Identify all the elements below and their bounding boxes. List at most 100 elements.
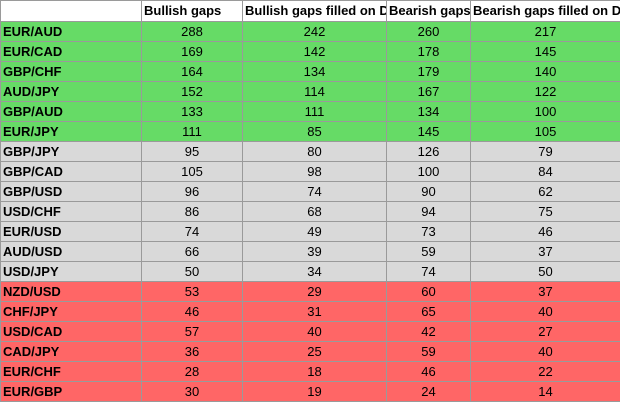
bearish-gaps-cell: 65 <box>387 302 471 322</box>
bearish-filled-cell: 84 <box>471 162 620 182</box>
bullish-filled-cell: 40 <box>243 322 387 342</box>
header-row: Bullish gaps Bullish gaps filled on D Be… <box>1 1 620 22</box>
pair-cell: GBP/CHF <box>1 62 142 82</box>
bullish-filled-cell: 98 <box>243 162 387 182</box>
bearish-gaps-cell: 74 <box>387 262 471 282</box>
pair-cell: GBP/AUD <box>1 102 142 122</box>
bullish-filled-cell: 74 <box>243 182 387 202</box>
bullish-filled-cell: 68 <box>243 202 387 222</box>
bullish-gaps-cell: 30 <box>142 382 243 402</box>
bearish-filled-cell: 105 <box>471 122 620 142</box>
bearish-gaps-cell: 94 <box>387 202 471 222</box>
bearish-gaps-cell: 100 <box>387 162 471 182</box>
pair-cell: NZD/USD <box>1 282 142 302</box>
bullish-gaps-cell: 133 <box>142 102 243 122</box>
pair-cell: USD/CAD <box>1 322 142 342</box>
bearish-filled-cell: 100 <box>471 102 620 122</box>
bearish-filled-cell: 145 <box>471 42 620 62</box>
bullish-filled-cell: 19 <box>243 382 387 402</box>
bearish-filled-cell: 217 <box>471 22 620 42</box>
bullish-filled-cell: 114 <box>243 82 387 102</box>
bullish-filled-cell: 31 <box>243 302 387 322</box>
bullish-filled-cell: 34 <box>243 262 387 282</box>
bullish-gaps-cell: 96 <box>142 182 243 202</box>
bullish-gaps-cell: 86 <box>142 202 243 222</box>
header-bearish-gaps: Bearish gaps <box>387 1 471 22</box>
bullish-filled-cell: 85 <box>243 122 387 142</box>
bullish-filled-cell: 18 <box>243 362 387 382</box>
pair-cell: EUR/CAD <box>1 42 142 62</box>
bearish-filled-cell: 140 <box>471 62 620 82</box>
bearish-gaps-cell: 167 <box>387 82 471 102</box>
bullish-gaps-cell: 111 <box>142 122 243 142</box>
bearish-filled-cell: 27 <box>471 322 620 342</box>
bullish-filled-cell: 142 <box>243 42 387 62</box>
bearish-gaps-cell: 145 <box>387 122 471 142</box>
pair-cell: GBP/USD <box>1 182 142 202</box>
bullish-gaps-cell: 288 <box>142 22 243 42</box>
bearish-gaps-cell: 59 <box>387 342 471 362</box>
bearish-filled-cell: 46 <box>471 222 620 242</box>
bullish-filled-cell: 80 <box>243 142 387 162</box>
bearish-filled-cell: 79 <box>471 142 620 162</box>
bullish-gaps-cell: 152 <box>142 82 243 102</box>
bearish-filled-cell: 40 <box>471 302 620 322</box>
pair-cell: CHF/JPY <box>1 302 142 322</box>
bullish-filled-cell: 29 <box>243 282 387 302</box>
bullish-gaps-cell: 74 <box>142 222 243 242</box>
bearish-filled-cell: 37 <box>471 242 620 262</box>
bearish-filled-cell: 50 <box>471 262 620 282</box>
bullish-gaps-cell: 50 <box>142 262 243 282</box>
bullish-filled-cell: 49 <box>243 222 387 242</box>
bullish-gaps-cell: 95 <box>142 142 243 162</box>
bearish-gaps-cell: 134 <box>387 102 471 122</box>
bearish-gaps-cell: 126 <box>387 142 471 162</box>
pair-cell: AUD/JPY <box>1 82 142 102</box>
bearish-filled-cell: 40 <box>471 342 620 362</box>
header-bearish-gaps-filled: Bearish gaps filled on D <box>471 1 620 22</box>
bullish-gaps-cell: 169 <box>142 42 243 62</box>
bullish-filled-cell: 111 <box>243 102 387 122</box>
bullish-filled-cell: 242 <box>243 22 387 42</box>
bearish-filled-cell: 37 <box>471 282 620 302</box>
pair-cell: AUD/USD <box>1 242 142 262</box>
bearish-gaps-cell: 178 <box>387 42 471 62</box>
bullish-gaps-cell: 36 <box>142 342 243 362</box>
bullish-filled-cell: 134 <box>243 62 387 82</box>
pair-cell: EUR/GBP <box>1 382 142 402</box>
bearish-filled-cell: 75 <box>471 202 620 222</box>
bearish-gaps-cell: 46 <box>387 362 471 382</box>
bullish-filled-cell: 25 <box>243 342 387 362</box>
pair-cell: USD/JPY <box>1 262 142 282</box>
pair-cell: GBP/CAD <box>1 162 142 182</box>
bearish-gaps-cell: 60 <box>387 282 471 302</box>
pair-cell: CAD/JPY <box>1 342 142 362</box>
bullish-gaps-cell: 28 <box>142 362 243 382</box>
bullish-gaps-cell: 46 <box>142 302 243 322</box>
pair-cell: EUR/AUD <box>1 22 142 42</box>
bearish-gaps-cell: 59 <box>387 242 471 262</box>
bearish-filled-cell: 14 <box>471 382 620 402</box>
pair-cell: USD/CHF <box>1 202 142 222</box>
bearish-gaps-cell: 260 <box>387 22 471 42</box>
header-bullish-gaps-filled: Bullish gaps filled on D <box>243 1 387 22</box>
bearish-gaps-cell: 90 <box>387 182 471 202</box>
bullish-gaps-cell: 66 <box>142 242 243 262</box>
